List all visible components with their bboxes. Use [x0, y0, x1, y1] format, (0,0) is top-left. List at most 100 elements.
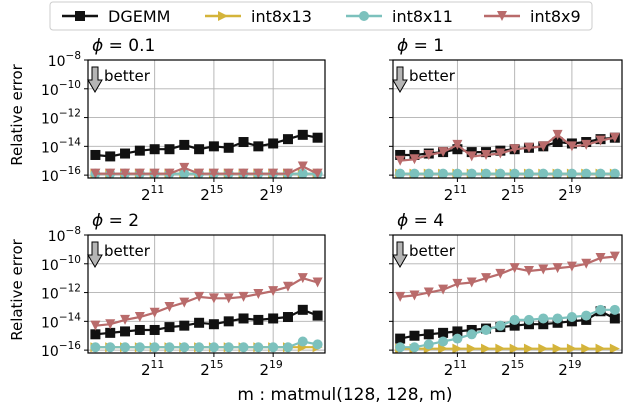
data-point-dgemm: [90, 149, 101, 160]
better-arrow-icon: [87, 241, 103, 268]
series-dgemm: [90, 129, 323, 162]
legend-label-int8x11: int8x11: [392, 7, 453, 26]
y-tick-label: 10−12: [41, 283, 81, 303]
y-tick-label: 10−16: [41, 340, 81, 360]
data-point-int8x11: [509, 314, 520, 325]
data-point-int8x9: [595, 135, 606, 146]
data-point-int8x11: [595, 304, 606, 315]
data-point-int8x9: [149, 307, 160, 318]
data-point-dgemm: [312, 310, 323, 321]
y-tick-label: 10−8: [48, 225, 81, 245]
series-int8x11: [395, 168, 620, 179]
data-point-int8x13: [495, 343, 506, 354]
data-point-int8x11: [149, 342, 160, 353]
data-point-int8x9: [253, 168, 264, 179]
data-point-int8x11: [509, 168, 520, 179]
x-tick-label: 215: [501, 358, 524, 379]
data-point-int8x13: [609, 343, 620, 354]
better-arrow-icon: [87, 66, 103, 93]
legend-marker-int8x13: [218, 11, 228, 21]
series-line-int8x9: [400, 133, 616, 162]
data-point-int8x13: [595, 343, 606, 354]
panel-title: ϕ = 0.1: [92, 36, 155, 56]
data-point-int8x11: [409, 342, 420, 353]
data-point-int8x11: [297, 168, 308, 179]
y-axis-label-bottom: Relative error: [8, 238, 26, 340]
y-tick-label: 10−14: [41, 311, 81, 331]
data-point-dgemm: [90, 329, 101, 340]
data-point-int8x9: [609, 251, 620, 262]
data-point-int8x11: [466, 168, 477, 179]
panel-2: 211 215 219 ϕ = 1 better: [389, 36, 623, 204]
data-point-int8x11: [105, 342, 116, 353]
data-point-int8x11: [268, 342, 279, 353]
legend-frame: [49, 1, 593, 31]
data-point-int8x13: [538, 343, 549, 354]
data-point-int8x13: [566, 343, 577, 354]
data-point-int8x11: [297, 336, 308, 347]
data-point-int8x9: [409, 290, 420, 301]
data-point-int8x9: [595, 253, 606, 264]
series-int8x9: [90, 273, 323, 331]
data-point-int8x9: [481, 149, 492, 160]
y-tick-label: 10−12: [41, 108, 81, 128]
panel-title: ϕ = 2: [92, 211, 139, 231]
data-point-int8x9: [134, 168, 145, 179]
better-label: better: [104, 242, 151, 260]
data-point-dgemm: [297, 304, 308, 315]
panel-title: ϕ = 4: [397, 211, 444, 231]
data-point-int8x11: [282, 342, 293, 353]
data-point-int8x11: [395, 168, 406, 179]
data-point-int8x9: [452, 278, 463, 289]
data-point-dgemm: [120, 326, 131, 337]
data-point-dgemm: [194, 144, 205, 155]
data-point-int8x11: [438, 336, 449, 347]
legend-marker-int8x9: [497, 11, 507, 21]
data-point-int8x9: [120, 314, 131, 325]
data-point-int8x9: [395, 155, 406, 166]
legend-marker-dgemm: [75, 11, 85, 21]
data-point-int8x9: [282, 168, 293, 179]
data-point-int8x11: [164, 342, 175, 353]
x-tick-label: 219: [260, 183, 283, 204]
data-point-dgemm: [509, 320, 520, 331]
data-point-int8x11: [90, 342, 101, 353]
data-point-int8x9: [466, 151, 477, 162]
data-point-int8x13: [438, 343, 449, 354]
legend-marker-int8x11: [359, 11, 369, 21]
data-point-int8x11: [179, 168, 190, 179]
data-point-int8x9: [538, 264, 549, 275]
data-point-int8x11: [523, 168, 534, 179]
data-point-dgemm: [268, 138, 279, 149]
data-point-int8x11: [466, 329, 477, 340]
better-label: better: [104, 67, 151, 85]
panel-1: 211 215 219 10−8 10−10 10−12 10−14 10−16 ϕ = 0.1…: [41, 36, 326, 204]
series-line-dgemm: [399, 310, 616, 340]
data-point-dgemm: [253, 141, 264, 152]
data-point-dgemm: [149, 144, 160, 155]
data-point-int8x9: [179, 162, 190, 173]
data-point-dgemm: [134, 324, 145, 335]
data-point-dgemm: [223, 142, 234, 153]
data-point-int8x9: [509, 263, 520, 274]
data-point-dgemm: [538, 319, 549, 330]
data-point-int8x9: [238, 291, 249, 302]
x-tick-label: 215: [200, 358, 223, 379]
x-tick-label: 219: [558, 358, 581, 379]
data-point-dgemm: [282, 312, 293, 323]
data-point-int8x11: [438, 168, 449, 179]
data-point-int8x11: [595, 168, 606, 179]
data-point-int8x9: [552, 129, 563, 140]
y-tick-label: 10−10: [41, 254, 81, 274]
data-point-dgemm: [409, 330, 420, 341]
data-point-int8x13: [509, 343, 520, 354]
data-point-int8x11: [523, 314, 534, 325]
data-point-dgemm: [105, 151, 116, 162]
data-point-int8x11: [481, 324, 492, 335]
data-point-int8x9: [566, 261, 577, 272]
better-label: better: [409, 67, 456, 85]
better-arrow-icon: [392, 241, 408, 268]
panel-3: 211 215 219 10−8 10−10 10−12 10−14 10−16 ϕ = 2 be…: [41, 211, 326, 379]
x-tick-label: 219: [260, 358, 283, 379]
